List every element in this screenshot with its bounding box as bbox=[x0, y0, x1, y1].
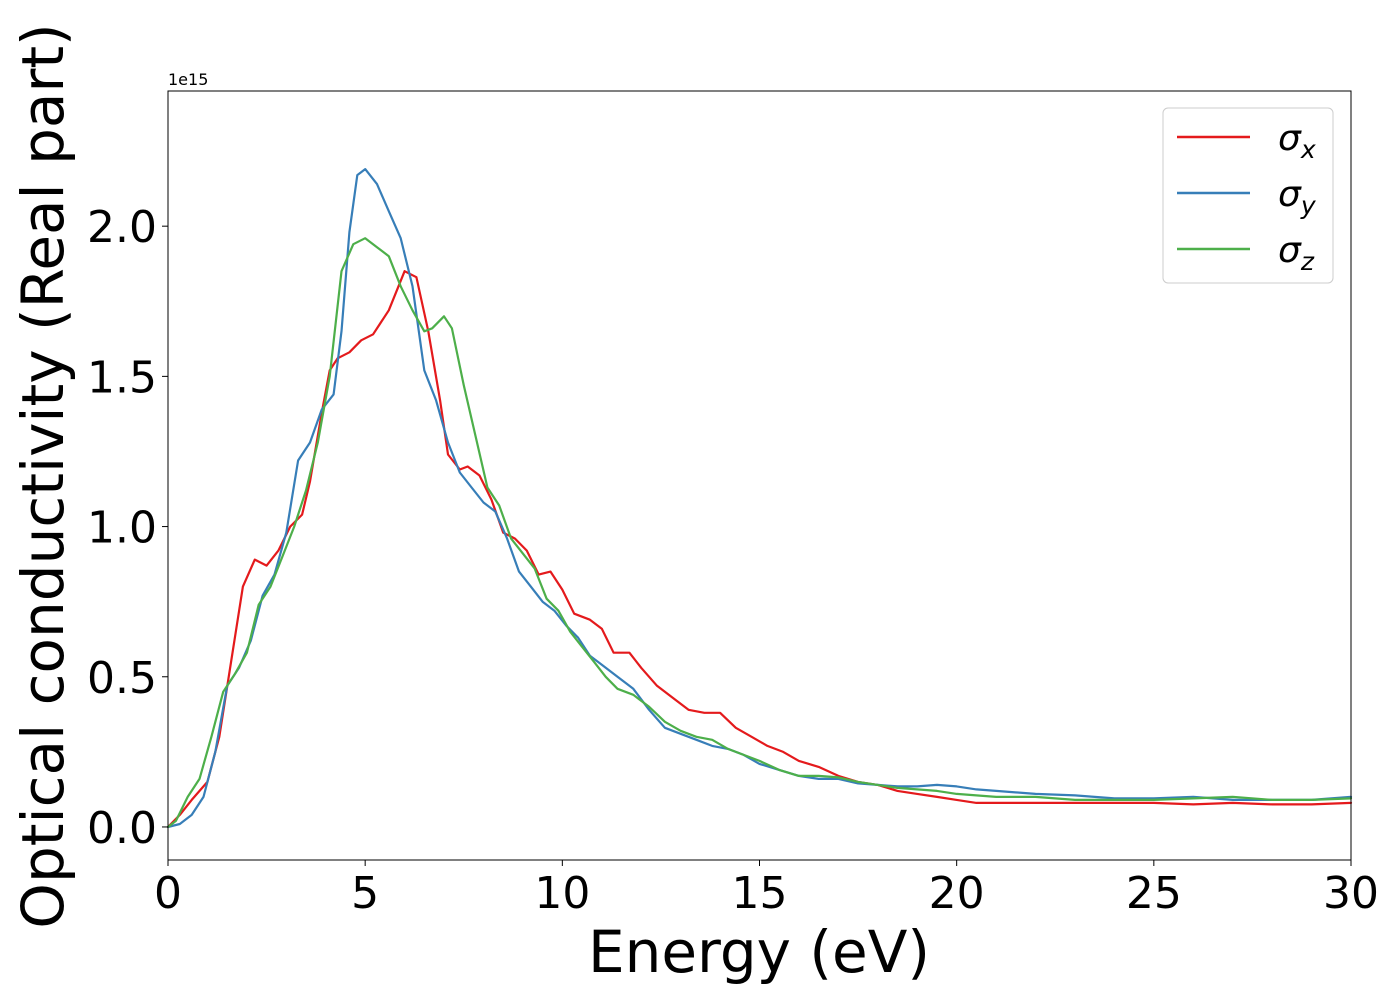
x-tick-label: 25 bbox=[1126, 868, 1182, 919]
y-tick-label: 2.0 bbox=[87, 202, 157, 253]
y-tick-label: 0.5 bbox=[87, 653, 157, 704]
series-line-y bbox=[166, 168, 1353, 829]
series-line-x bbox=[166, 270, 1353, 829]
y-tick-label: 1.0 bbox=[87, 503, 157, 554]
x-tick-label: 30 bbox=[1323, 868, 1379, 919]
x-axis-ticks: 0 5 10 15 20 25 30 bbox=[154, 860, 1379, 919]
y-tick-label: 0.0 bbox=[87, 803, 157, 854]
y-axis-label: Optical conductivity (Real part) bbox=[9, 23, 77, 928]
x-axis-label: Energy (eV) bbox=[588, 918, 930, 986]
legend-box bbox=[1162, 107, 1334, 284]
x-tick-label: 0 bbox=[154, 868, 182, 919]
legend-label-x: σx bbox=[1278, 118, 1316, 164]
x-tick-label: 20 bbox=[929, 868, 985, 919]
x-tick-label: 15 bbox=[732, 868, 788, 919]
plot-area bbox=[166, 168, 1353, 829]
series-line-z bbox=[166, 237, 1353, 829]
x-tick-label: 10 bbox=[534, 868, 590, 919]
legend-label-y: σy bbox=[1278, 174, 1317, 220]
x-tick-label: 5 bbox=[351, 868, 379, 919]
y-tick-label: 1.5 bbox=[87, 352, 157, 403]
y-axis-ticks: 0.0 0.5 1.0 1.5 2.0 bbox=[87, 202, 168, 854]
y-offset-label: 1e15 bbox=[168, 70, 208, 89]
